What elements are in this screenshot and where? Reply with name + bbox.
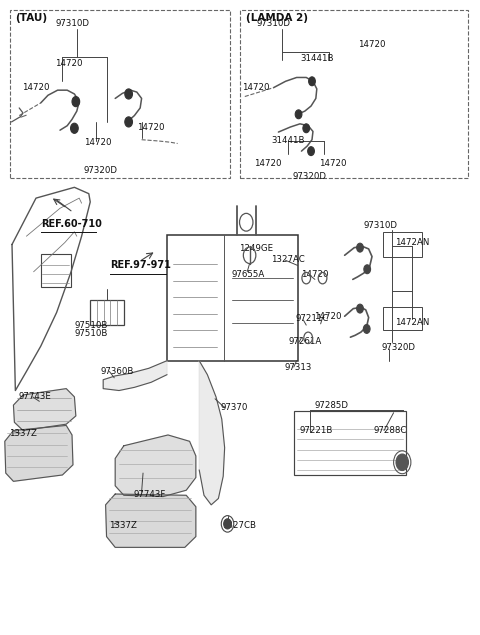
Text: 14720: 14720 <box>22 83 49 92</box>
Text: 1472AN: 1472AN <box>395 318 429 327</box>
Text: 97285D: 97285D <box>314 401 348 410</box>
Text: 97320D: 97320D <box>293 172 327 181</box>
Text: 97288C: 97288C <box>373 426 407 435</box>
Text: 1327AC: 1327AC <box>271 255 305 264</box>
Polygon shape <box>103 361 167 391</box>
Bar <box>167 235 298 361</box>
Text: 1327CB: 1327CB <box>222 521 256 530</box>
Circle shape <box>396 454 408 471</box>
Text: 1337Z: 1337Z <box>109 521 137 530</box>
Text: 97310D: 97310D <box>257 19 291 28</box>
Text: 97313: 97313 <box>284 363 312 371</box>
Polygon shape <box>115 435 196 497</box>
Text: 97743E: 97743E <box>18 392 51 401</box>
Text: 97320D: 97320D <box>382 344 416 352</box>
Text: 97261A: 97261A <box>289 337 322 346</box>
Bar <box>383 232 422 257</box>
Text: 1249GE: 1249GE <box>239 244 273 253</box>
Text: 1472AN: 1472AN <box>395 238 429 247</box>
Text: 14720: 14720 <box>254 159 282 168</box>
Polygon shape <box>13 389 76 431</box>
Text: REF.60-710: REF.60-710 <box>41 218 102 229</box>
Text: 14720: 14720 <box>319 159 347 168</box>
Text: 31441B: 31441B <box>300 54 334 63</box>
Text: 14720: 14720 <box>314 312 342 321</box>
Circle shape <box>125 89 132 99</box>
Text: 14720: 14720 <box>358 40 385 49</box>
Text: 31441B: 31441B <box>271 137 305 145</box>
Text: 14720: 14720 <box>301 270 329 279</box>
Circle shape <box>224 519 231 529</box>
Text: 14720: 14720 <box>137 123 164 131</box>
Text: 97310D: 97310D <box>55 19 89 28</box>
Bar <box>294 411 406 475</box>
Text: 97743F: 97743F <box>133 490 166 498</box>
Circle shape <box>357 304 363 313</box>
Text: REF.97-971: REF.97-971 <box>110 260 171 271</box>
Polygon shape <box>5 425 73 481</box>
Text: 97360B: 97360B <box>101 367 134 376</box>
Text: (LAMDA 2): (LAMDA 2) <box>246 13 308 23</box>
Text: 14720: 14720 <box>242 83 270 92</box>
Circle shape <box>125 117 132 127</box>
Circle shape <box>364 265 371 274</box>
Bar <box>240 10 468 178</box>
Circle shape <box>303 124 310 133</box>
Text: 97510B: 97510B <box>74 321 108 330</box>
Circle shape <box>71 123 78 133</box>
Circle shape <box>308 147 314 156</box>
Bar <box>383 307 422 330</box>
Text: 1337Z: 1337Z <box>9 429 36 438</box>
Circle shape <box>295 110 302 119</box>
Bar <box>41 254 71 287</box>
Circle shape <box>363 324 370 333</box>
Text: 14720: 14720 <box>55 59 83 68</box>
Text: 97320D: 97320D <box>84 166 118 175</box>
Text: 97221B: 97221B <box>300 426 334 435</box>
Polygon shape <box>106 494 196 547</box>
Text: 97310D: 97310D <box>364 221 398 230</box>
Text: 97655A: 97655A <box>231 270 264 279</box>
Bar <box>90 300 124 325</box>
Circle shape <box>357 243 363 252</box>
Text: 97370: 97370 <box>221 403 248 412</box>
Text: 14720: 14720 <box>84 138 111 147</box>
Text: 97510B: 97510B <box>74 329 108 338</box>
Circle shape <box>72 97 80 107</box>
Text: (TAU): (TAU) <box>15 13 48 23</box>
Bar <box>10 10 230 178</box>
Polygon shape <box>199 361 225 505</box>
Text: 97211C: 97211C <box>295 314 329 323</box>
Circle shape <box>309 77 315 86</box>
